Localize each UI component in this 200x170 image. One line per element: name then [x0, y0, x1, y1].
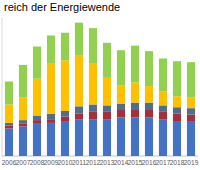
bar-segment — [89, 119, 97, 156]
x-tick-label: 2007 — [16, 159, 31, 166]
y-axis-line — [2, 18, 3, 156]
bar-segment — [47, 123, 55, 156]
bar-segment — [117, 85, 125, 103]
bar-segment — [89, 112, 97, 119]
x-axis-line — [2, 156, 198, 157]
x-tick-label: 2015 — [128, 159, 143, 166]
bar-segment — [145, 86, 153, 103]
x-tick-label: 2010 — [58, 159, 73, 166]
bar-segment — [145, 103, 153, 110]
bar-segment — [19, 120, 27, 124]
bar-segment — [173, 96, 181, 107]
bar-segment — [159, 119, 167, 156]
bar-segment — [145, 51, 153, 86]
x-tick-label: 2011 — [72, 159, 87, 166]
x-tick-label: 2019 — [184, 159, 199, 166]
bar-segment — [117, 117, 125, 156]
bar-segment — [89, 104, 97, 111]
bar-segment — [47, 114, 55, 120]
bar-segment — [89, 28, 97, 63]
bar-segment — [117, 110, 125, 117]
bar-segment — [187, 62, 195, 97]
bar-segment — [159, 105, 167, 111]
x-tick-label: 2009 — [44, 159, 59, 166]
bar-segment — [131, 46, 139, 83]
bar-segment — [33, 116, 41, 121]
bar-segment — [61, 33, 69, 61]
bar-segment — [33, 79, 41, 116]
bar-segment — [145, 110, 153, 117]
bar-segment — [5, 81, 13, 104]
bar-segment — [103, 78, 111, 106]
bar-segment — [89, 63, 97, 104]
bar-segment — [103, 119, 111, 156]
x-tick-label: 2018 — [170, 159, 185, 166]
bar-segment — [75, 106, 83, 113]
bar-segment — [103, 112, 111, 119]
bar-segment — [173, 61, 181, 96]
bar-segment — [33, 120, 41, 124]
bar-segment — [61, 60, 69, 111]
bar-segment — [5, 104, 13, 122]
x-tick-label: 2014 — [114, 159, 129, 166]
bar-segment — [19, 124, 27, 127]
bar-segment — [173, 121, 181, 156]
bar-segment — [75, 119, 83, 156]
bar-segment — [117, 104, 125, 110]
chart: 2006200720082009201020112012201320142015… — [0, 0, 200, 170]
bar-segment — [61, 111, 69, 117]
bar-segment — [33, 124, 41, 156]
bar-segment — [159, 92, 167, 106]
title: reich der Energiewende — [4, 1, 120, 13]
bar-segment — [187, 115, 195, 121]
bar-segment — [103, 105, 111, 111]
bars — [5, 23, 195, 156]
bar-segment — [159, 58, 167, 91]
bar-segment — [131, 117, 139, 156]
bar-segment — [5, 128, 13, 156]
bar-segment — [75, 23, 83, 56]
bar-segment — [47, 119, 55, 123]
bar-segment — [61, 116, 69, 121]
bar-segment — [173, 107, 181, 113]
bar-segment — [131, 110, 139, 117]
bar-segment — [47, 35, 55, 63]
bar-segment — [187, 97, 195, 108]
bar-segment — [47, 63, 55, 114]
bar-segment — [131, 82, 139, 102]
bar-segment — [173, 114, 181, 121]
x-tick-label: 2017 — [156, 159, 171, 166]
bar-segment — [61, 121, 69, 156]
bar-segment — [75, 56, 83, 107]
x-tick-label: 2016 — [142, 159, 157, 166]
bar-segment — [187, 108, 195, 114]
bar-segment — [75, 114, 83, 120]
bar-segment — [145, 117, 153, 156]
x-tick-label: 2013 — [100, 159, 115, 166]
bar-segment — [5, 126, 13, 129]
bar-segment — [103, 43, 111, 78]
bar-segment — [159, 112, 167, 119]
bar-segment — [33, 47, 41, 79]
bar-segment — [5, 123, 13, 126]
bar-segment — [19, 65, 27, 97]
bar-segment — [19, 97, 27, 120]
bar-segment — [187, 121, 195, 156]
x-tick-label: 2006 — [2, 159, 17, 166]
bar-segment — [131, 103, 139, 110]
x-tick-label: 2012 — [86, 159, 101, 166]
bar-segment — [19, 127, 27, 156]
bar-segment — [117, 50, 125, 85]
x-tick-label: 2008 — [30, 159, 45, 166]
